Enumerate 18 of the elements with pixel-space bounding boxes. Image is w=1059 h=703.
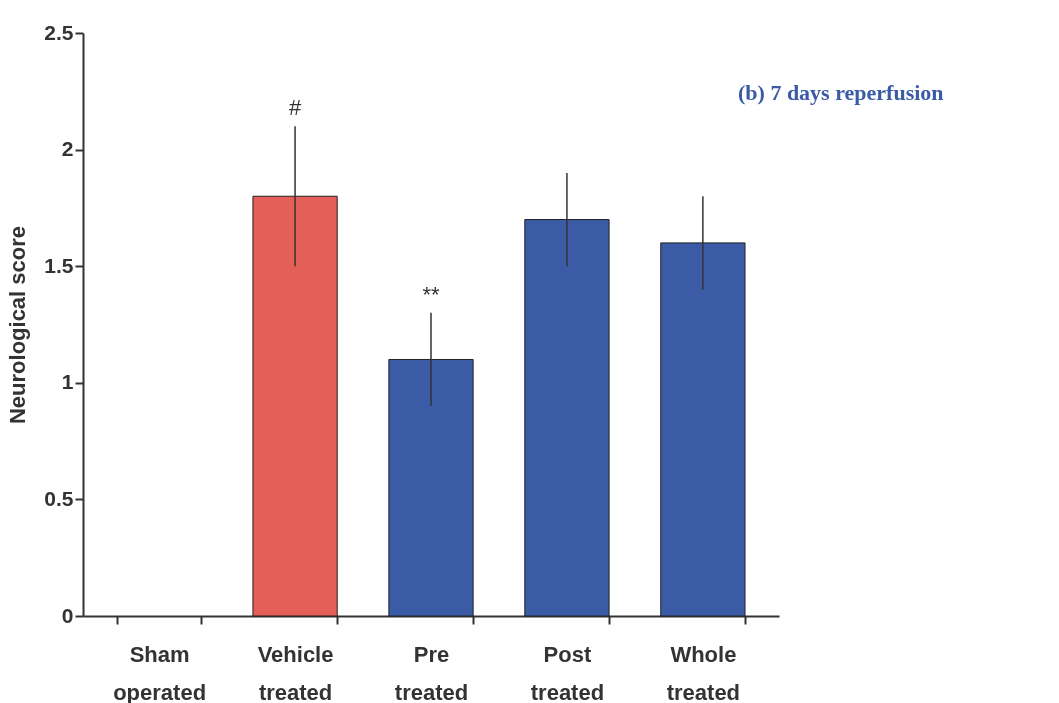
annotation: #	[288, 95, 302, 121]
y-tick-label: 2	[61, 137, 74, 161]
bar	[252, 195, 338, 617]
x-tick-label: Whole treated	[666, 641, 741, 703]
x-tick-label: Pre treated	[394, 641, 469, 703]
text: (b) 7 days reperfusion	[738, 80, 944, 106]
x-tick-label: Vehicle treated	[257, 641, 334, 703]
bar	[524, 219, 610, 617]
y-tick-label: 1	[61, 370, 74, 394]
y-tick-label: 0	[61, 603, 74, 627]
y-tick-label: 2.5	[44, 20, 74, 44]
bar	[388, 358, 474, 617]
annotation: **	[422, 281, 440, 307]
y-tick-label: 1.5	[44, 253, 74, 277]
y-tick-label: 0.5	[44, 486, 74, 510]
bar	[660, 242, 746, 617]
y-axis-title: Neurological score	[5, 225, 31, 425]
x-tick-label: Post treated	[530, 641, 605, 703]
